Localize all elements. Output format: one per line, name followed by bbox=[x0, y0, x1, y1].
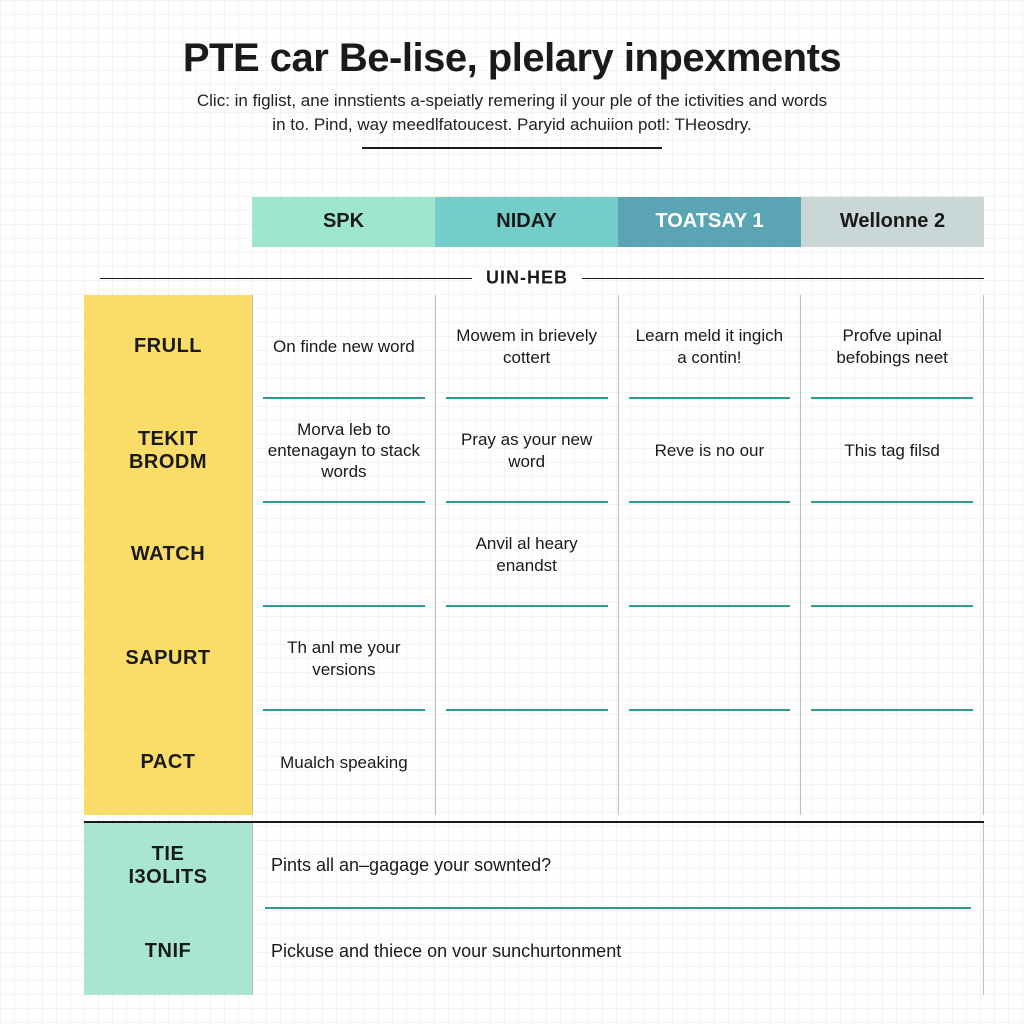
section-label: UIN-HEB bbox=[472, 267, 582, 288]
footer-text-1: Pickuse and thiece on vour sunchurtonmen… bbox=[252, 909, 984, 995]
cell-r2-c1: Anvil al heary enandst bbox=[435, 503, 618, 607]
cell-r3-c3 bbox=[800, 607, 983, 711]
cell-r2-c0 bbox=[252, 503, 435, 607]
tab-spk[interactable]: SPK bbox=[252, 197, 435, 247]
cell-r2-c3 bbox=[800, 503, 983, 607]
rowlabel-watch: WATCH bbox=[84, 503, 252, 607]
cell-r3-c1 bbox=[435, 607, 618, 711]
rowlabel-sapurt: SAPURT bbox=[84, 607, 252, 711]
tab-toatsay1[interactable]: TOATSAY 1 bbox=[618, 197, 801, 247]
cell-r4-c1 bbox=[435, 711, 618, 815]
cell-r1-c0: Morva leb to entenagayn to stack words bbox=[252, 399, 435, 503]
subtitle: Clic: in figlist, ane innstients a-speia… bbox=[102, 89, 922, 137]
subtitle-line-2: in to. Pind, way meedlfatoucest. Paryid … bbox=[272, 115, 751, 134]
cell-r1-c3: This tag filsd bbox=[800, 399, 983, 503]
cell-r0-c3: Profve upinal befobings neet bbox=[800, 295, 983, 399]
footer-text-0: Pints all an–gagage your sownted? bbox=[252, 823, 984, 909]
cell-r0-c1: Mowem in brievely cottert bbox=[435, 295, 618, 399]
footer-grid: TIEI3OLITS Pints all an–gagage your sown… bbox=[84, 823, 984, 995]
rowlabel-tnif: TNIF bbox=[84, 909, 252, 995]
subtitle-line-1: Clic: in figlist, ane innstients a-speia… bbox=[197, 91, 827, 110]
tab-wellonne2[interactable]: Wellonne 2 bbox=[801, 197, 984, 247]
cell-r4-c0: Mualch speaking bbox=[252, 711, 435, 815]
cell-r1-c2: Reve is no our bbox=[618, 399, 801, 503]
page-title: PTE car Be-lise, plelary inpexments bbox=[40, 36, 984, 81]
rowlabel-tie-i3olits: TIEI3OLITS bbox=[84, 823, 252, 909]
cell-r0-c0: On finde new word bbox=[252, 295, 435, 399]
cell-r1-c1: Pray as your new word bbox=[435, 399, 618, 503]
cell-r3-c2 bbox=[618, 607, 801, 711]
cell-r4-c3 bbox=[800, 711, 983, 815]
rowlabel-tekit-brodm: TEKITBRODM bbox=[84, 399, 252, 503]
section-divider: UIN-HEB bbox=[40, 265, 984, 291]
cell-r0-c2: Learn meld it ingich a contin! bbox=[618, 295, 801, 399]
rowlabel-frull: FRULL bbox=[84, 295, 252, 399]
header: PTE car Be-lise, plelary inpexments Clic… bbox=[40, 36, 984, 149]
cell-r3-c0: Th anl me your versions bbox=[252, 607, 435, 711]
schedule-grid: FRULL On finde new word Mowem in brievel… bbox=[84, 295, 984, 815]
cell-r4-c2 bbox=[618, 711, 801, 815]
tabs-row: SPK NIDAY TOATSAY 1 Wellonne 2 bbox=[252, 197, 984, 247]
rowlabel-pact: PACT bbox=[84, 711, 252, 815]
tab-niday[interactable]: NIDAY bbox=[435, 197, 618, 247]
subtitle-underline bbox=[362, 147, 662, 149]
cell-r2-c2 bbox=[618, 503, 801, 607]
